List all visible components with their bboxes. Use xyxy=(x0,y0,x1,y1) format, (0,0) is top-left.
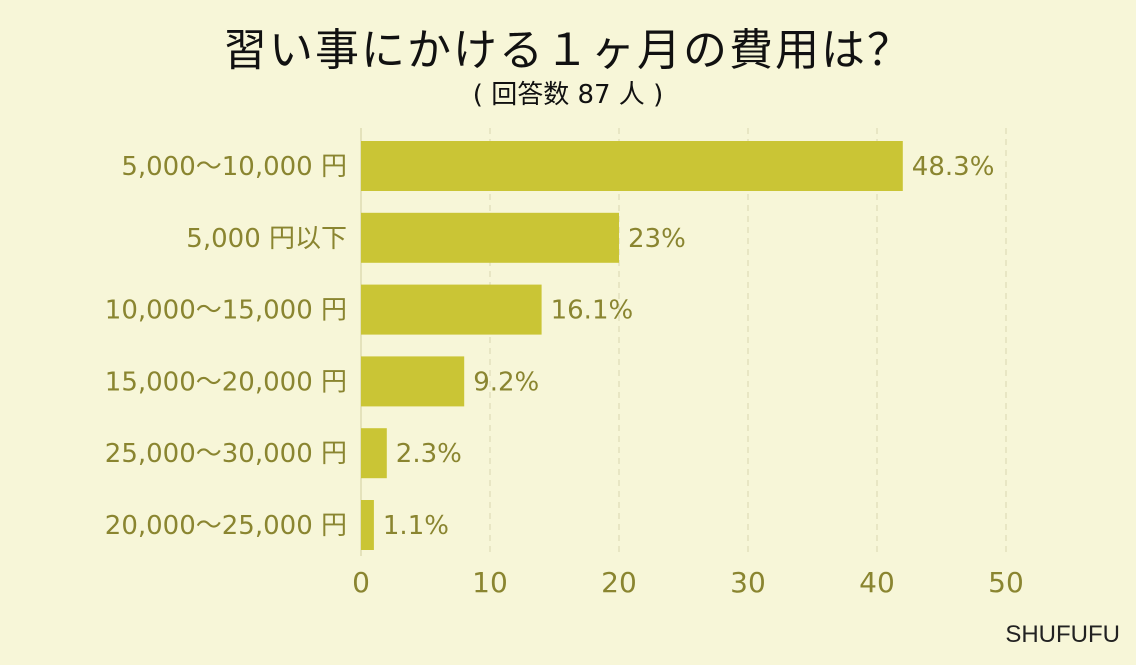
category-label: 25,000〜30,000 円 xyxy=(105,439,347,469)
bar xyxy=(361,500,374,550)
category-label: 5,000〜10,000 円 xyxy=(121,152,347,182)
bar xyxy=(361,284,542,335)
chart-title: 習い事にかける１ヶ月の費用は？ xyxy=(223,25,913,76)
category-label: 20,000〜25,000 円 xyxy=(105,511,347,541)
category-label: 5,000 円以下 xyxy=(186,224,347,254)
bar xyxy=(361,212,619,263)
value-label: 48.3% xyxy=(912,152,995,182)
x-tick-label: 20 xyxy=(601,566,637,599)
x-tick-label: 40 xyxy=(859,566,895,599)
value-label: 9.2% xyxy=(473,367,539,397)
value-label: 23% xyxy=(628,224,686,254)
credit-label: SHUFUFU xyxy=(1005,621,1120,648)
bar xyxy=(361,141,903,191)
value-label: 1.1% xyxy=(383,511,449,541)
category-label: 10,000〜15,000 円 xyxy=(105,296,347,326)
x-tick-label: 50 xyxy=(988,566,1024,599)
x-tick-label: 10 xyxy=(472,566,508,599)
value-label: 16.1% xyxy=(551,296,634,326)
x-tick-label: 0 xyxy=(352,566,370,599)
value-label: 2.3% xyxy=(396,439,462,469)
chart-subtitle: ( 回答数 87 人 ) xyxy=(472,80,664,110)
x-tick-label: 30 xyxy=(730,566,766,599)
bar xyxy=(361,356,465,407)
category-label: 15,000〜20,000 円 xyxy=(105,367,347,397)
bar xyxy=(361,428,387,479)
